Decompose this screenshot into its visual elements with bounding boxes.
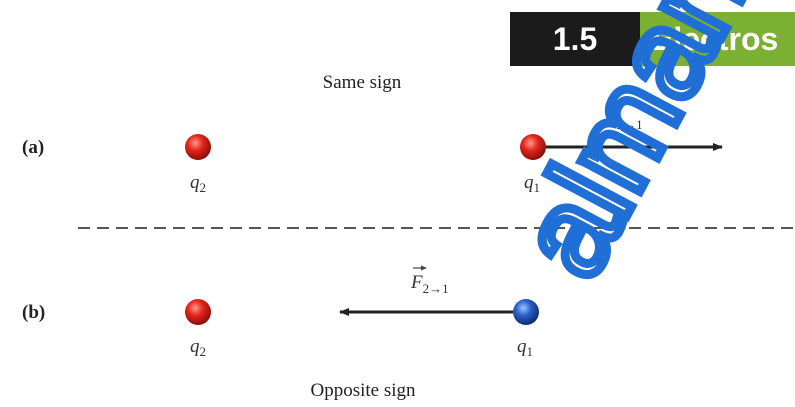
charge-symbol: q [524,172,534,193]
caption: Same sign [323,72,402,93]
caption: Opposite sign [310,380,416,401]
force-symbol: F [604,108,617,129]
panel-tag: (a) [22,137,44,158]
charge-subscript: 2 [200,344,207,359]
force-subscript: 2→1 [423,281,449,296]
header-title-box [640,12,795,66]
force-label: F2→1 [410,272,449,296]
charge-symbol: q [190,336,200,357]
charge-label: q2 [190,336,206,359]
charge-symbol: q [190,172,200,193]
header-box [510,12,640,66]
charge-subscript: 1 [534,180,541,195]
force-subscript: 2→1 [617,117,643,132]
charge [520,134,546,160]
section-number: 1.5 [553,21,597,57]
charge-label: q2 [190,172,206,195]
charge-subscript: 2 [200,180,207,195]
force-label: F2→1 [604,108,643,132]
charge-symbol: q [517,336,527,357]
charge [185,134,211,160]
charge-subscript: 1 [527,344,534,359]
charge [513,299,539,325]
section-title: Electros [652,21,778,57]
charge-label: q1 [524,172,540,195]
charge-label: q1 [517,336,533,359]
force-symbol: F [410,272,423,293]
charge [185,299,211,325]
panel-tag: (b) [22,302,45,323]
